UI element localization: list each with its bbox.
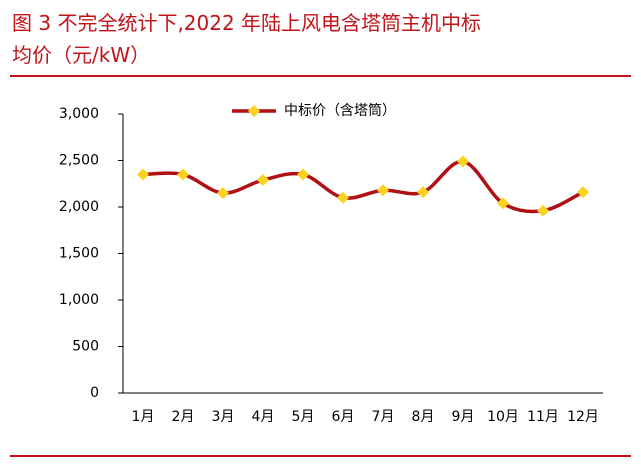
marker: [137, 168, 149, 181]
y-tick-label: 500: [72, 339, 99, 355]
x-tick-label: 7月: [372, 409, 395, 425]
x-tick-label: 3月: [212, 409, 235, 425]
x-tick-label: 11月: [527, 409, 559, 425]
marker: [417, 186, 429, 199]
x-tick-label: 5月: [292, 409, 315, 425]
marker: [577, 186, 589, 199]
x-tick-label: 6月: [332, 409, 355, 425]
series-line: [142, 159, 584, 214]
marker: [217, 187, 229, 200]
x-tick-label: 1月: [132, 409, 155, 425]
chart-title: 均价（元/kW）: [12, 43, 150, 67]
x-tick-label: 8月: [412, 409, 435, 425]
x-tick-label: 9月: [452, 409, 475, 425]
marker: [497, 197, 509, 210]
legend-label: 中标价（含塔筒）: [284, 102, 396, 119]
marker: [537, 204, 549, 217]
marker: [297, 168, 309, 181]
y-tick-label: 2,500: [59, 153, 99, 169]
x-tick-label: 10月: [487, 409, 519, 425]
marker: [177, 168, 189, 181]
marker: [377, 184, 389, 197]
legend-marker: [248, 105, 260, 117]
y-tick-label: 3,000: [59, 106, 99, 122]
marker: [337, 191, 349, 204]
y-tick-label: 0: [90, 385, 99, 401]
y-tick-label: 1,000: [59, 292, 99, 308]
marker: [457, 155, 469, 168]
marker: [257, 174, 269, 187]
y-tick-label: 2,000: [59, 199, 99, 215]
x-tick-label: 4月: [252, 409, 275, 425]
chart-title: 图 3 不完全统计下,2022 年陆上风电含塔筒主机中标: [12, 11, 481, 35]
y-tick-label: 1,500: [59, 246, 99, 262]
x-tick-label: 12月: [567, 409, 599, 425]
x-tick-label: 2月: [172, 409, 195, 425]
